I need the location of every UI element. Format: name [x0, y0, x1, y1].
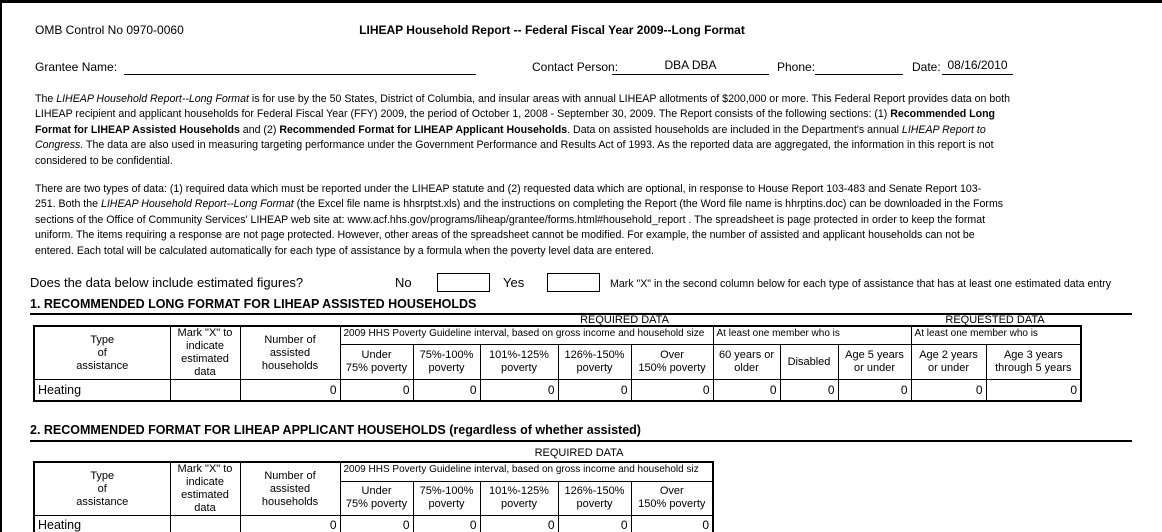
contact-person-label: Contact Person: — [532, 60, 619, 74]
value-cell[interactable]: 0 — [479, 379, 559, 401]
poverty-group-header-2: 2009 HHS Poverty Guideline interval, bas… — [339, 461, 714, 482]
col-header-age2-under: Age 2 years or under — [910, 344, 987, 380]
poverty-group-header-1: 2009 HHS Poverty Guideline interval, bas… — [339, 325, 714, 346]
col-header-101-125-2: 101%-125% poverty — [479, 480, 559, 517]
col-header-75-100-2: 75%-100% poverty — [412, 480, 481, 517]
col-header-60-older: 60 years or older — [712, 344, 781, 380]
value-cell[interactable]: 0 — [412, 515, 481, 532]
yes-label: Yes — [503, 275, 525, 290]
phone-input[interactable] — [815, 58, 903, 75]
intro-paragraph: The LIHEAP Household Report--Long Format… — [35, 93, 1010, 167]
col-header-over150-1: Over 150% poverty — [630, 344, 714, 380]
mark-x-cell[interactable] — [169, 379, 241, 401]
requested-data-label-1: REQUESTED DATA — [945, 314, 1045, 326]
value-cell[interactable]: 0 — [837, 379, 912, 401]
heating-row-2: Heating 0 0 0 0 0 0 — [33, 515, 714, 532]
value-cell[interactable]: 0 — [910, 379, 987, 401]
applicant-households-table: Type of assistance Mark "X" to indicate … — [33, 461, 715, 532]
col-header-101-125-1: 101%-125% poverty — [479, 344, 559, 380]
col-header-type-1: Type of assistance — [33, 325, 171, 380]
required-data-label-1: REQUIRED DATA — [580, 314, 669, 326]
col-header-126-150-1: 126%-150% poverty — [557, 344, 632, 380]
col-header-75-100-1: 75%-100% poverty — [412, 344, 481, 380]
section1-divider — [30, 313, 1132, 315]
mark-x-cell[interactable] — [169, 515, 241, 532]
col-header-over150-2: Over 150% poverty — [630, 480, 714, 517]
col-header-age3-5: Age 3 years through 5 years — [985, 344, 1082, 380]
mark-x-instruction: Mark "X" in the second column below for … — [610, 278, 1111, 290]
date-input[interactable]: 08/16/2010 — [942, 58, 1013, 75]
value-cell[interactable]: 0 — [630, 515, 714, 532]
grantee-name-label: Grantee Name: — [35, 60, 118, 74]
col-header-disabled: Disabled — [779, 344, 839, 380]
value-cell[interactable]: 0 — [779, 379, 839, 401]
col-header-type-2: Type of assistance — [33, 461, 171, 516]
col-header-households-1: Number of assisted households — [239, 325, 341, 380]
value-cell[interactable]: 0 — [339, 379, 414, 401]
page-title: LIHEAP Household Report -- Federal Fisca… — [359, 23, 745, 37]
col-header-households-2: Number of assisted households — [239, 461, 341, 516]
col-header-under75-1: Under 75% poverty — [339, 344, 414, 380]
households-total-cell: 0 — [239, 379, 341, 401]
section2-heading: 2. RECOMMENDED FORMAT FOR LIHEAP APPLICA… — [30, 423, 641, 437]
type-cell: Heating — [33, 515, 171, 532]
member-group-header-required: At least one member who is — [712, 325, 912, 346]
omb-control-number: OMB Control No 0970-0060 — [35, 23, 184, 37]
value-cell[interactable]: 0 — [985, 379, 1082, 401]
estimated-figures-question: Does the data below include estimated fi… — [30, 275, 304, 290]
value-cell[interactable]: 0 — [557, 379, 632, 401]
section1-heading: 1. RECOMMENDED LONG FORMAT FOR LIHEAP AS… — [30, 297, 477, 311]
col-header-age5-under: Age 5 years or under — [837, 344, 912, 380]
value-cell[interactable]: 0 — [479, 515, 559, 532]
assisted-households-table: Type of assistance Mark "X" to indicate … — [33, 325, 1083, 402]
yes-checkbox[interactable] — [547, 273, 600, 292]
heating-row-1: Heating 0 0 0 0 0 0 0 0 0 0 0 — [33, 379, 1082, 401]
data-types-paragraph: There are two types of data: (1) require… — [35, 183, 1004, 257]
section2-divider — [30, 440, 1132, 442]
contact-person-input[interactable]: DBA DBA — [612, 58, 769, 75]
date-label: Date: — [912, 60, 941, 74]
value-cell[interactable]: 0 — [712, 379, 781, 401]
value-cell[interactable]: 0 — [557, 515, 632, 532]
col-header-126-150-2: 126%-150% poverty — [557, 480, 632, 517]
type-cell: Heating — [33, 379, 171, 401]
member-group-header-requested: At least one member who is — [910, 325, 1082, 346]
col-header-mark-x-1: Mark "X" to indicate estimated data — [169, 325, 241, 380]
phone-label: Phone: — [777, 60, 816, 74]
value-cell[interactable]: 0 — [412, 379, 481, 401]
grantee-name-input[interactable] — [124, 58, 476, 75]
col-header-mark-x-2: Mark "X" to indicate estimated data — [169, 461, 241, 516]
value-cell[interactable]: 0 — [630, 379, 714, 401]
value-cell[interactable]: 0 — [339, 515, 414, 532]
required-data-label-2: REQUIRED DATA — [534, 447, 624, 459]
households-total-cell: 0 — [239, 515, 341, 532]
no-label: No — [395, 275, 412, 290]
no-checkbox[interactable] — [437, 273, 490, 292]
col-header-under75-2: Under 75% poverty — [339, 480, 414, 517]
